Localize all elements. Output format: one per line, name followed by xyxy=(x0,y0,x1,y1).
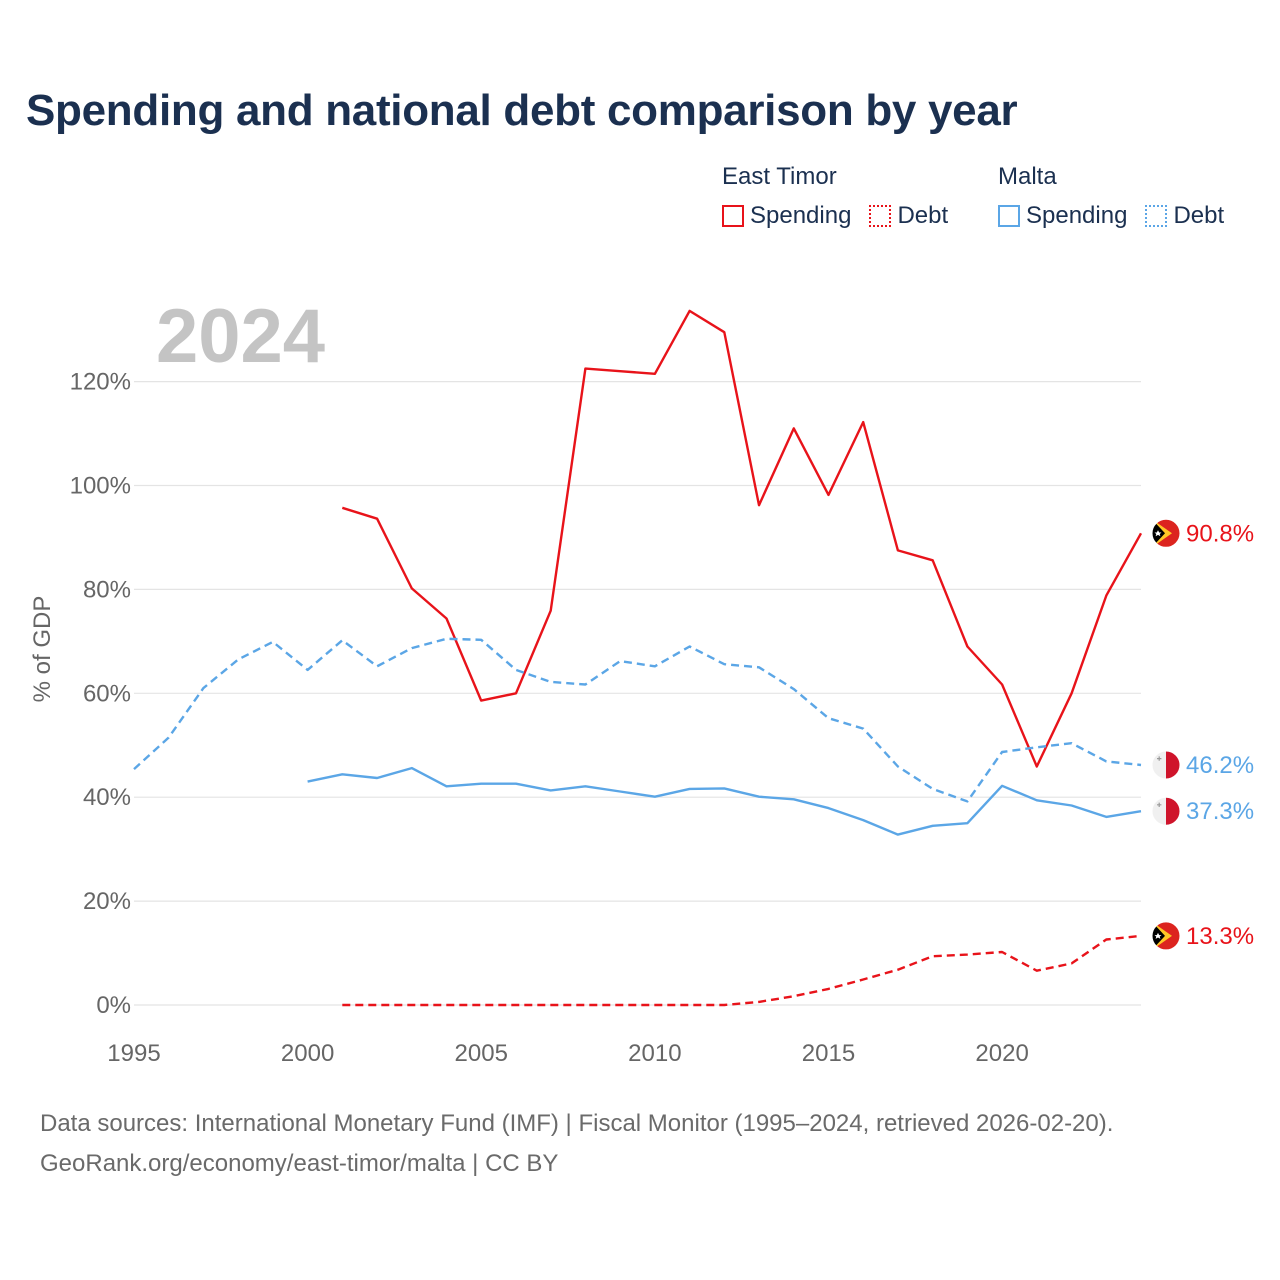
series-line-malta-spending xyxy=(307,766,1142,836)
malta-flag-icon xyxy=(1151,750,1181,780)
legend-swatch-solid xyxy=(998,205,1020,227)
legend-group-title: East Timor xyxy=(722,163,837,190)
legend-label: Spending xyxy=(750,202,852,229)
legend-swatch-dotted xyxy=(869,205,892,227)
east-timor-flag-icon xyxy=(1151,921,1181,951)
legend-item-east-timor-spending[interactable]: Spending xyxy=(722,202,851,230)
series-line-east-timor-debt xyxy=(342,934,1142,1007)
y-tick-label: 120% xyxy=(70,369,131,396)
legend-group-east-timor: East Timor Spending Debt xyxy=(722,160,966,230)
legend-group-title: Malta xyxy=(998,163,1057,190)
y-tick-label: 20% xyxy=(83,888,131,915)
footer-source: Data sources: International Monetary Fun… xyxy=(40,1110,1114,1137)
y-tick-label: 100% xyxy=(70,473,131,500)
y-tick-label: 80% xyxy=(83,576,131,603)
end-value-label: 13.3% xyxy=(1186,923,1254,950)
y-tick-label: 0% xyxy=(96,992,131,1019)
chart-title: Spending and national debt comparison by… xyxy=(26,86,1018,135)
y-tick-label: 60% xyxy=(83,680,131,707)
legend-label: Debt xyxy=(1173,202,1225,229)
legend-label: Spending xyxy=(1026,202,1128,229)
end-value-label: 37.3% xyxy=(1186,798,1254,825)
legend-item-east-timor-debt[interactable]: Debt xyxy=(869,202,948,230)
legend-swatch-solid xyxy=(722,205,744,227)
malta-flag-icon xyxy=(1151,796,1181,826)
legend-label: Debt xyxy=(897,202,949,229)
legend-swatch-dotted xyxy=(1145,205,1168,227)
footer: Data sources: International Monetary Fun… xyxy=(40,1104,1113,1184)
footer-attribution: GeoRank.org/economy/east-timor/malta | C… xyxy=(40,1150,559,1177)
x-tick-label: 2000 xyxy=(281,1040,334,1067)
east-timor-flag-icon xyxy=(1151,518,1181,548)
x-tick-label: 2015 xyxy=(802,1040,855,1067)
series-line-east-timor-spending xyxy=(341,309,1143,768)
x-tick-label: 2005 xyxy=(455,1040,508,1067)
x-tick-label: 2020 xyxy=(975,1040,1028,1067)
y-tick-label: 40% xyxy=(83,784,131,811)
y-axis-label: % of GDP xyxy=(29,596,56,703)
legend-item-malta-debt[interactable]: Debt xyxy=(1145,202,1224,230)
x-tick-label: 2010 xyxy=(628,1040,681,1067)
legend-item-malta-spending[interactable]: Spending xyxy=(998,202,1127,230)
x-tick-label: 1995 xyxy=(107,1040,160,1067)
legend-group-malta: Malta Spending Debt xyxy=(998,160,1242,230)
end-value-label: 46.2% xyxy=(1186,752,1254,779)
year-label: 2024 xyxy=(156,294,325,379)
series-line-malta-debt xyxy=(133,637,1142,803)
end-value-label: 90.8% xyxy=(1186,520,1254,547)
